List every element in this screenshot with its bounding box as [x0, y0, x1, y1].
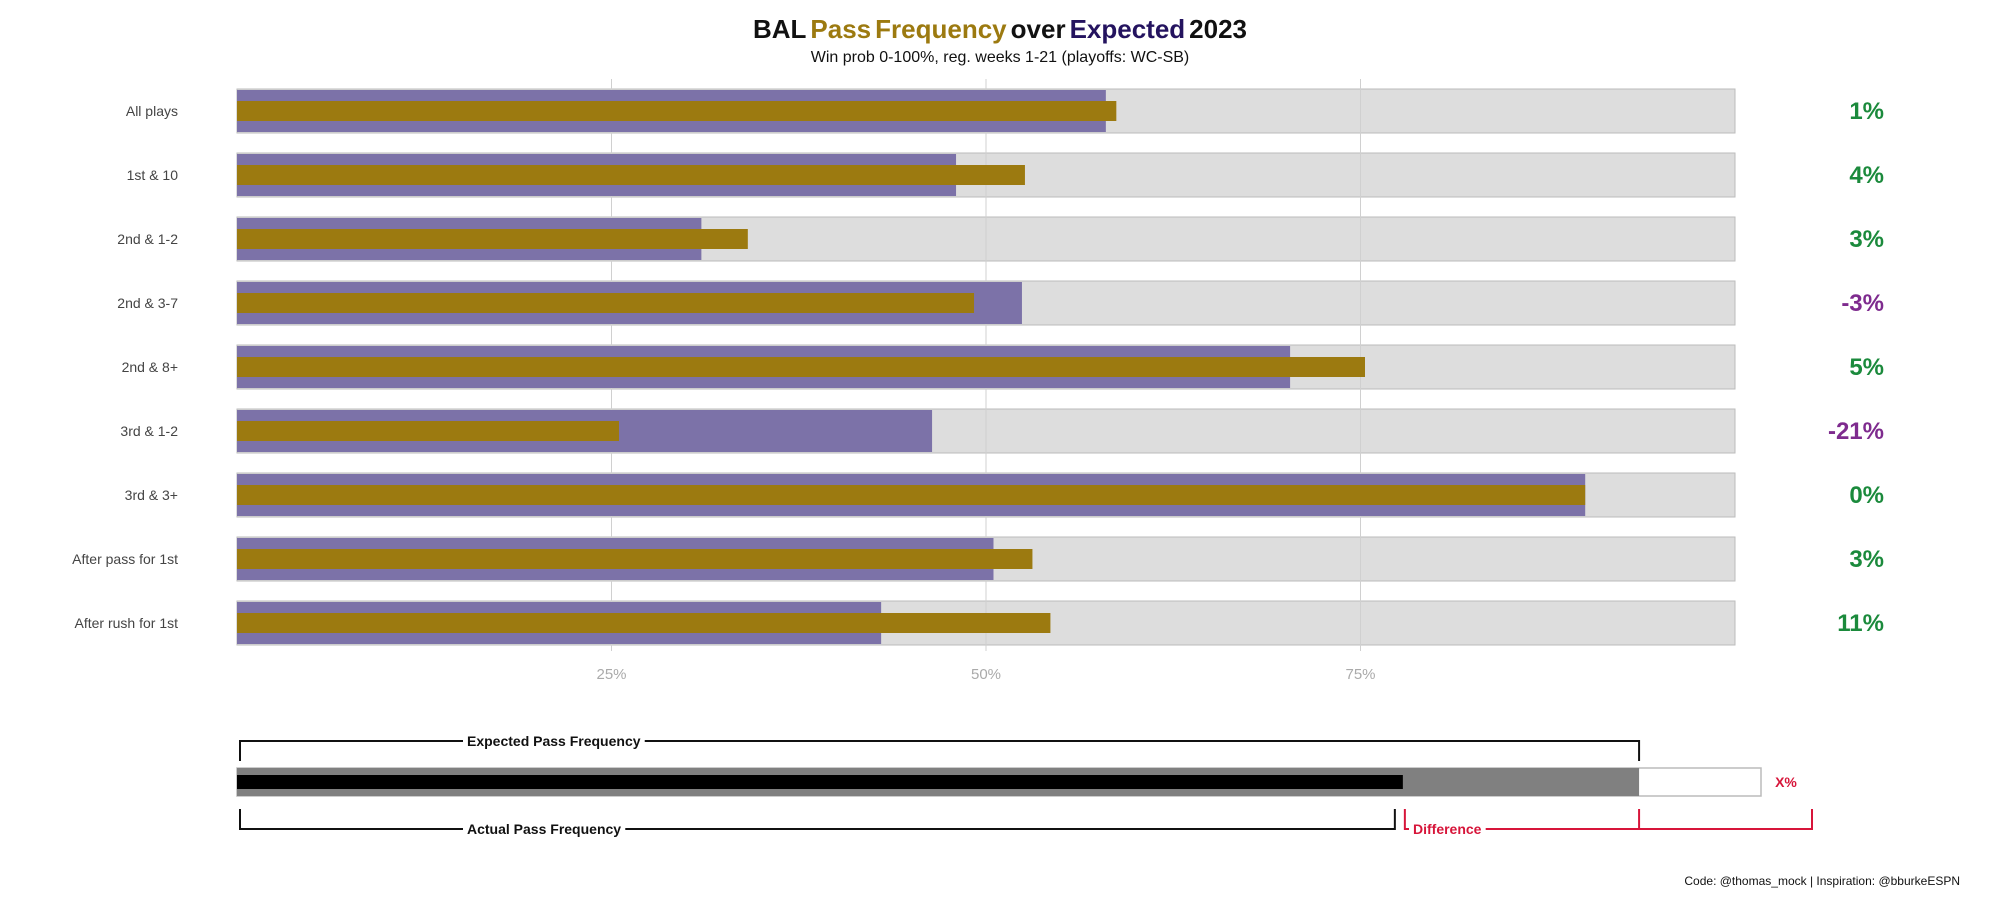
actual-bar — [237, 357, 1365, 377]
category-label: 2nd & 1-2 — [117, 231, 178, 247]
legend-label-knockout — [463, 823, 626, 835]
x-tick-label: 50% — [971, 666, 1001, 683]
actual-bar — [237, 293, 975, 313]
title-word-expected: Expected — [1069, 14, 1186, 44]
category-label: 3rd & 3+ — [125, 487, 178, 503]
difference-label: 3% — [1849, 226, 1884, 253]
chart-title-block: BAL Pass Frequency over Expected 2023 Win pro… — [0, 14, 2000, 67]
legend-difference-label: Difference — [1413, 821, 1482, 837]
difference-label: 0% — [1849, 482, 1884, 509]
difference-label: 11% — [1837, 610, 1884, 637]
legend-label-knockout — [463, 735, 645, 747]
actual-bar — [237, 549, 1033, 569]
legend-diff-value-label: X% — [1775, 774, 1797, 790]
difference-label: 5% — [1849, 354, 1884, 381]
x-tick-label: 25% — [596, 666, 626, 683]
category-label: All plays — [126, 103, 178, 119]
actual-bar — [237, 613, 1051, 633]
title-word-frequency: Frequency — [875, 14, 1007, 44]
actual-bar — [237, 229, 748, 249]
category-label: 1st & 10 — [127, 167, 179, 183]
category-label: 2nd & 3-7 — [117, 295, 178, 311]
title-word-over: over — [1010, 14, 1066, 44]
legend-actual-bracket — [239, 809, 1396, 830]
legend-expected-bracket — [239, 740, 1641, 761]
category-label: After rush for 1st — [75, 615, 179, 631]
difference-label: 4% — [1849, 162, 1884, 189]
category-label: 3rd & 1-2 — [120, 423, 178, 439]
legend-expected-label: Expected Pass Frequency — [467, 733, 641, 749]
difference-label: -21% — [1828, 418, 1884, 445]
title-year: 2023 — [1189, 14, 1248, 44]
legend-label-knockout — [1409, 823, 1486, 835]
actual-bar — [237, 485, 1586, 505]
category-label: 2nd & 8+ — [122, 359, 178, 375]
legend-actual-bar — [237, 775, 1403, 789]
actual-bar — [237, 101, 1117, 121]
difference-label: 1% — [1849, 98, 1884, 125]
actual-bar — [237, 421, 619, 441]
chart-title: BAL Pass Frequency over Expected 2023 — [0, 14, 2000, 45]
difference-label: 3% — [1849, 546, 1884, 573]
actual-bar — [237, 165, 1025, 185]
category-label: After pass for 1st — [72, 551, 178, 567]
legend-difference-bracket — [1403, 809, 1813, 830]
chart-subtitle: Win prob 0-100%, reg. weeks 1-21 (playof… — [810, 49, 1190, 66]
chart-caption: Code: @thomas_mock | Inspiration: @bburk… — [1684, 874, 1960, 888]
title-team: BAL — [752, 14, 807, 44]
title-word-pass: Pass — [810, 14, 872, 44]
x-tick-label: 75% — [1345, 666, 1375, 683]
legend-actual-label: Actual Pass Frequency — [467, 821, 621, 837]
difference-label: -3% — [1841, 290, 1884, 317]
